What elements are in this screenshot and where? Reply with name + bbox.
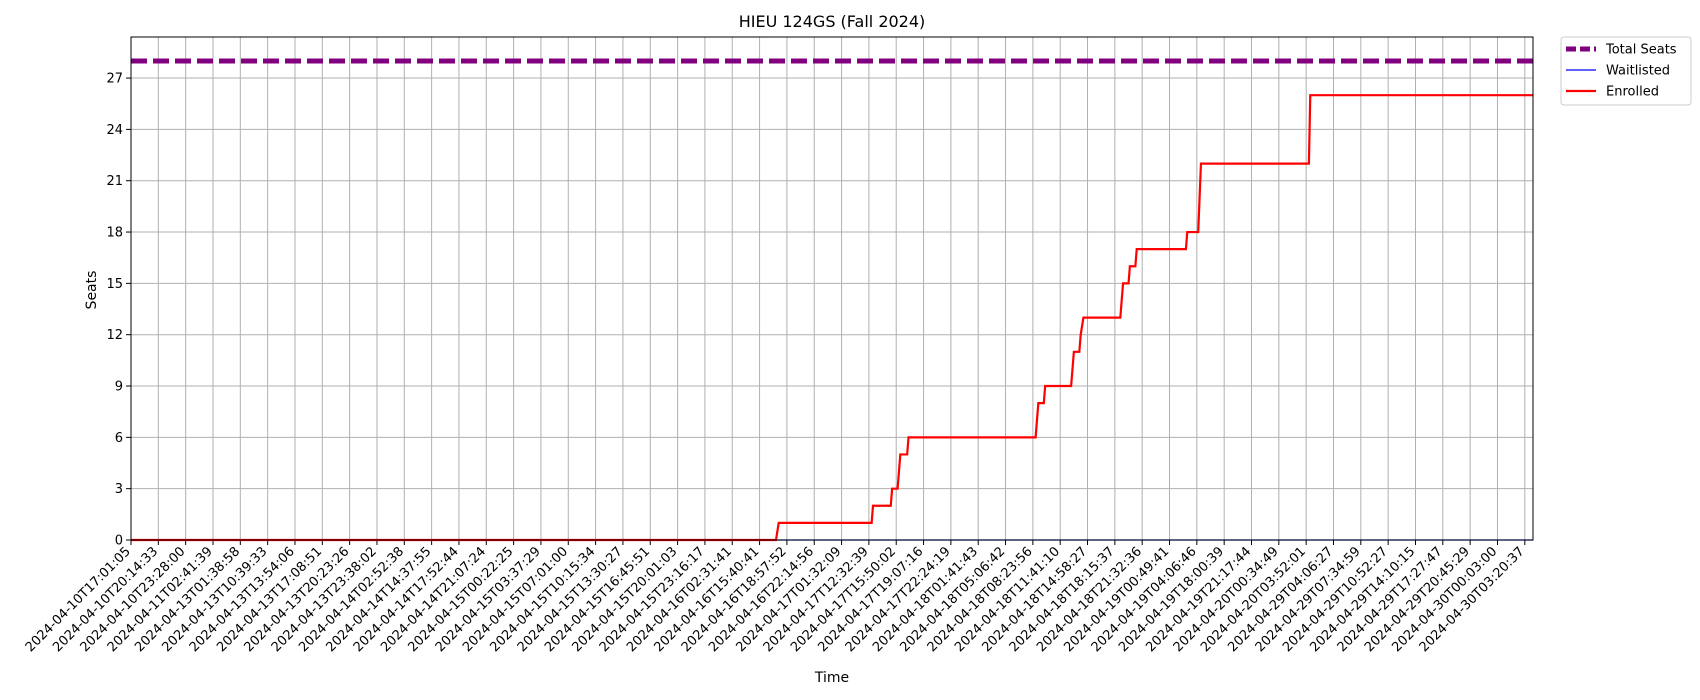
legend-label: Total Seats [1605, 43, 1677, 58]
y-tick-label: 15 [106, 277, 123, 292]
gridlines [130, 37, 1533, 541]
legend-label: Waitlisted [1606, 64, 1670, 79]
y-tick-label: 12 [106, 328, 123, 343]
y-tick-label: 21 [106, 174, 123, 189]
y-tick-label: 27 [106, 72, 123, 87]
x-axis: 2024-04-10T17:01:052024-04-10T20:14:3320… [23, 540, 1528, 655]
chart-title: HIEU 124GS (Fall 2024) [739, 12, 926, 31]
y-tick-label: 18 [106, 226, 123, 241]
y-tick-label: 9 [115, 380, 123, 395]
y-tick-label: 3 [115, 482, 123, 497]
x-axis-label: Time [814, 670, 849, 686]
y-tick-label: 24 [106, 123, 123, 138]
legend-frame [1560, 36, 1692, 106]
plot-frame [130, 36, 1534, 541]
legend: Total Seats Waitlisted Enrolled [1560, 36, 1692, 106]
y-tick-label: 0 [115, 534, 123, 549]
y-axis: 0 3 6 9 12 15 18 21 24 27 [106, 72, 131, 549]
y-tick-label: 6 [115, 431, 123, 446]
series-layer [131, 58, 1533, 542]
legend-label: Enrolled [1606, 85, 1659, 100]
y-axis-label: Seats [84, 271, 100, 310]
series-line-enrolled [131, 94, 1533, 542]
